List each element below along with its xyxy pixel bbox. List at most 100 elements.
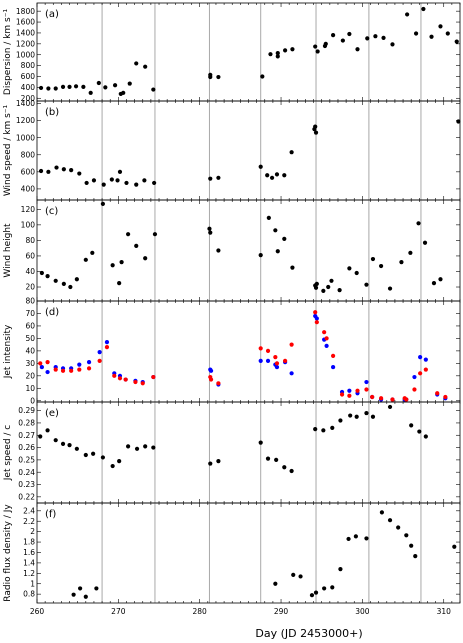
data-point	[143, 444, 148, 449]
data-point	[208, 72, 213, 77]
data-point	[61, 167, 66, 172]
data-point	[258, 346, 263, 351]
data-point	[313, 310, 318, 315]
data-point	[330, 425, 335, 430]
data-point	[404, 533, 409, 538]
data-point	[265, 348, 271, 353]
data-point	[364, 282, 369, 287]
data-point	[354, 414, 359, 419]
data-point	[289, 150, 294, 155]
data-point	[112, 83, 118, 88]
x-tick-label: 270	[111, 607, 126, 616]
data-point	[338, 418, 343, 423]
data-point	[143, 64, 148, 69]
data-point	[38, 434, 43, 439]
data-point	[134, 243, 139, 248]
data-point	[379, 510, 385, 515]
y-axis-label: Jet intensity	[3, 324, 13, 379]
data-point	[265, 173, 270, 178]
panel-label: (d)	[45, 307, 59, 318]
data-point	[409, 423, 414, 428]
data-point	[370, 256, 376, 262]
y-axis-label: Radio flux density / Jy	[3, 504, 13, 602]
y-tick-label: 80	[25, 236, 35, 245]
y-tick-label: 20	[25, 283, 35, 292]
y-tick-label: 0.26	[18, 443, 35, 452]
data-point	[39, 364, 44, 370]
data-point	[331, 353, 336, 358]
y-axis-label: Jet speed / c	[3, 425, 13, 482]
data-point	[338, 567, 343, 572]
data-point	[275, 50, 280, 56]
data-point	[45, 428, 50, 433]
data-point	[413, 554, 418, 559]
y-tick-label: 2.2	[23, 517, 35, 526]
data-point	[152, 232, 158, 237]
data-point	[381, 35, 386, 40]
data-point	[340, 38, 345, 43]
data-point	[117, 169, 123, 174]
data-point	[409, 543, 414, 548]
data-point	[110, 263, 115, 268]
data-point	[390, 397, 395, 402]
panel-label: (b)	[45, 107, 59, 118]
data-point	[67, 84, 72, 89]
data-point	[454, 39, 459, 44]
data-point	[438, 277, 443, 282]
data-point	[283, 48, 288, 53]
y-tick-label: 0	[30, 396, 35, 405]
y-tick-label: 1	[30, 579, 35, 588]
data-point	[364, 410, 369, 416]
y-tick-label: 0.27	[18, 431, 35, 440]
data-point	[290, 265, 295, 270]
data-point	[258, 253, 263, 258]
data-point	[78, 586, 83, 591]
data-point	[208, 176, 213, 181]
data-point	[38, 85, 44, 91]
panel-frame	[36, 100, 461, 201]
data-point	[71, 592, 76, 597]
y-tick-label: 20	[25, 371, 35, 380]
data-point	[45, 369, 50, 375]
y-tick-label: 200	[21, 94, 36, 103]
data-point	[60, 84, 66, 89]
data-point	[387, 404, 393, 410]
data-point	[53, 367, 58, 372]
data-point	[313, 124, 318, 129]
data-point	[346, 536, 351, 542]
data-point	[289, 468, 294, 474]
data-point	[104, 340, 110, 345]
data-point	[53, 278, 58, 283]
data-point	[273, 581, 278, 586]
data-point	[274, 364, 280, 370]
data-point	[275, 54, 280, 59]
panel-3: 0 10 20 30 40 50 60 70 80 (d) Jet intensity	[3, 297, 461, 405]
data-point	[60, 441, 66, 446]
data-point	[103, 85, 108, 90]
data-point	[97, 358, 102, 363]
data-point	[347, 393, 352, 398]
data-point	[258, 440, 263, 445]
data-point	[96, 80, 101, 86]
data-point	[67, 443, 72, 448]
data-point	[117, 459, 122, 464]
data-point	[91, 451, 96, 456]
data-point	[69, 368, 74, 373]
y-tick-label: 40	[25, 267, 35, 276]
panel-label: (f)	[45, 509, 56, 520]
data-point	[408, 250, 413, 255]
data-point	[452, 544, 457, 549]
data-point	[208, 461, 213, 466]
y-tick-label: 0.25	[18, 455, 35, 464]
data-point	[127, 81, 132, 86]
data-point	[321, 288, 326, 293]
y-tick-label: 1800	[16, 7, 35, 16]
data-point	[134, 446, 140, 451]
data-point	[429, 34, 434, 39]
panel-label: (e)	[45, 408, 59, 419]
data-point	[364, 387, 369, 392]
y-tick-label: 50	[25, 334, 35, 343]
data-point	[423, 357, 428, 362]
